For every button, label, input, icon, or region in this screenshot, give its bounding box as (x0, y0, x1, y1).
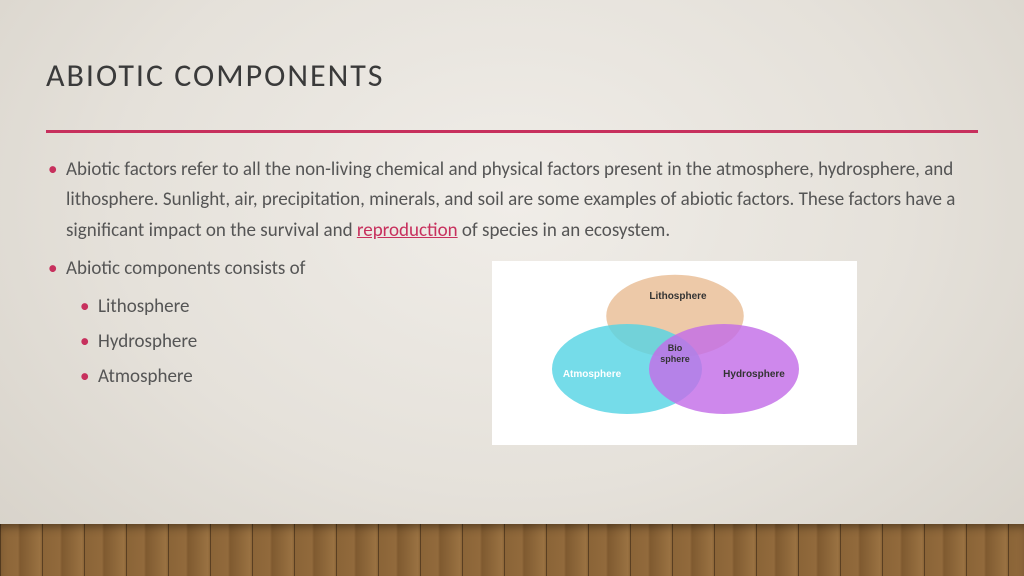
slide-title: ABIOTIC COMPONENTS (46, 56, 384, 95)
bullet-1-post: of species in an ecosystem. (458, 219, 671, 242)
venn-svg: LithosphereAtmosphereHydrosphereBiospher… (492, 261, 857, 445)
svg-text:Hydrosphere: Hydrosphere (723, 369, 785, 380)
wood-floor (0, 524, 1024, 576)
bullet-1: Abiotic factors refer to all the non-liv… (46, 155, 978, 246)
title-underline (46, 130, 978, 133)
svg-text:Lithosphere: Lithosphere (649, 291, 707, 302)
venn-diagram: LithosphereAtmosphereHydrosphereBiospher… (492, 261, 857, 445)
svg-text:Atmosphere: Atmosphere (563, 369, 622, 380)
slide: ABIOTIC COMPONENTS Abiotic factors refer… (0, 0, 1024, 576)
bullet-2-text: Abiotic components consists of (66, 257, 305, 280)
reproduction-link[interactable]: reproduction (357, 219, 458, 242)
